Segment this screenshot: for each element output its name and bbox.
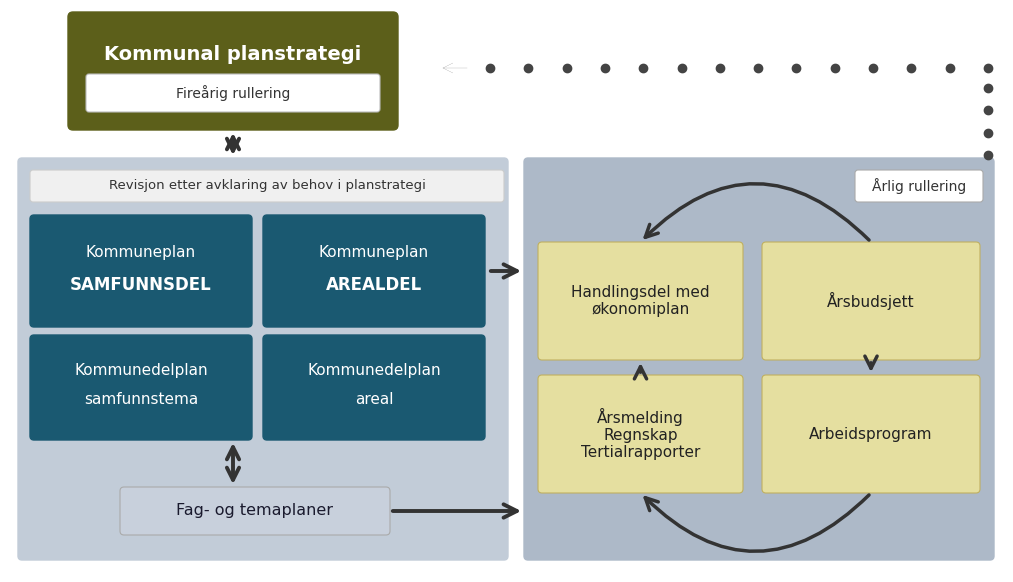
FancyBboxPatch shape [68, 12, 398, 130]
FancyBboxPatch shape [120, 487, 390, 535]
Text: Handlingsdel med
økonomiplan: Handlingsdel med økonomiplan [571, 285, 710, 317]
FancyBboxPatch shape [524, 158, 994, 560]
Text: Kommuneplan: Kommuneplan [86, 246, 197, 261]
FancyBboxPatch shape [18, 158, 508, 560]
Text: Årsmelding
Regnskap
Tertialrapporter: Årsmelding Regnskap Tertialrapporter [580, 407, 700, 460]
Text: Revisjon etter avklaring av behov i planstrategi: Revisjon etter avklaring av behov i plan… [108, 179, 425, 193]
Text: Kommunedelplan: Kommunedelplan [74, 363, 208, 378]
Text: Fag- og temaplaner: Fag- og temaplaner [176, 503, 333, 519]
Text: areal: areal [355, 392, 393, 407]
Text: Årsbudsjett: Årsbudsjett [828, 292, 915, 310]
FancyBboxPatch shape [762, 375, 980, 493]
FancyBboxPatch shape [86, 74, 380, 112]
FancyBboxPatch shape [538, 242, 743, 360]
FancyBboxPatch shape [538, 375, 743, 493]
Text: SAMFUNNSDEL: SAMFUNNSDEL [70, 276, 212, 294]
FancyBboxPatch shape [30, 335, 252, 440]
Text: Årlig rullering: Årlig rullering [872, 178, 966, 194]
Text: Arbeidsprogram: Arbeidsprogram [809, 427, 933, 442]
FancyBboxPatch shape [263, 335, 485, 440]
Text: Kommunedelplan: Kommunedelplan [307, 363, 441, 378]
FancyBboxPatch shape [263, 215, 485, 327]
Text: samfunnstema: samfunnstema [84, 392, 199, 407]
FancyBboxPatch shape [30, 170, 504, 202]
Text: Kommunal planstrategi: Kommunal planstrategi [104, 44, 362, 63]
Text: Kommuneplan: Kommuneplan [319, 246, 430, 261]
FancyBboxPatch shape [855, 170, 983, 202]
Text: AREALDEL: AREALDEL [326, 276, 422, 294]
FancyBboxPatch shape [762, 242, 980, 360]
Text: Fireårig rullering: Fireårig rullering [176, 85, 290, 101]
FancyBboxPatch shape [30, 215, 252, 327]
